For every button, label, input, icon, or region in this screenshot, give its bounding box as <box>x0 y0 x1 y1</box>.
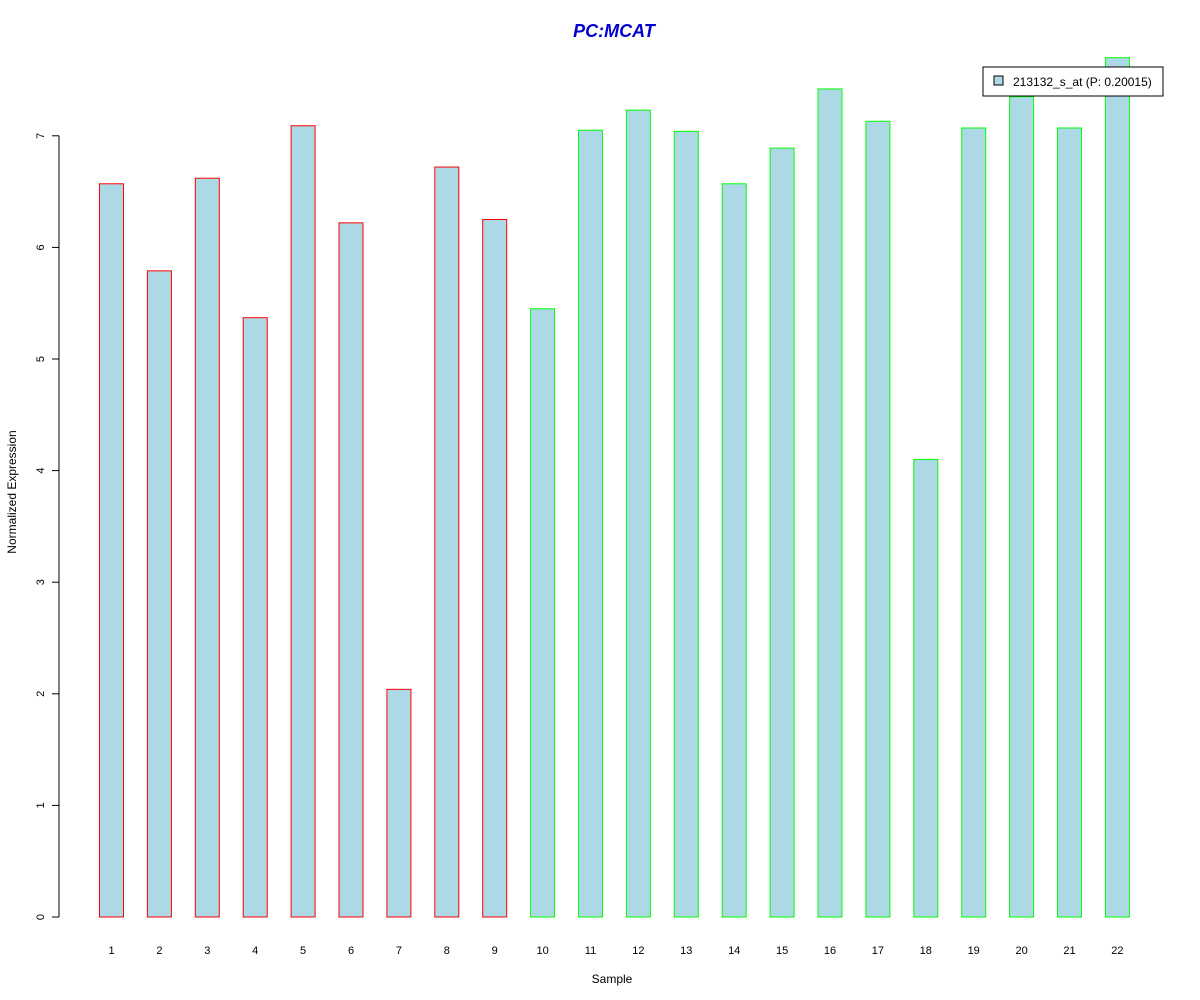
bar-sample-20 <box>1009 96 1035 918</box>
y-tick-label: 0 <box>35 914 47 920</box>
y-tick-label: 1 <box>35 802 47 808</box>
bar-sample-3 <box>194 177 220 918</box>
bar-sample-2 <box>146 270 172 918</box>
x-tick-label: 2 <box>156 945 162 957</box>
legend-box <box>982 66 1164 97</box>
y-tick-label: 6 <box>35 244 47 250</box>
legend-label: 213132_s_at (P: 0.20015) <box>1013 75 1152 89</box>
bar-sample-7 <box>386 688 412 918</box>
y-tick-label: 2 <box>35 691 47 697</box>
bar-sample-18 <box>913 458 939 918</box>
x-tick-label: 19 <box>968 945 980 957</box>
bar-sample-6 <box>338 222 364 918</box>
bar-sample-8 <box>434 166 460 918</box>
x-tick-label: 20 <box>1015 945 1027 957</box>
x-axis-label: Sample <box>592 972 633 986</box>
bar-sample-12 <box>625 109 651 918</box>
bar-sample-1 <box>99 183 124 918</box>
x-tick-label: 9 <box>492 945 498 957</box>
bar-sample-14 <box>721 183 747 918</box>
bar-sample-15 <box>769 147 795 918</box>
x-tick-label: 22 <box>1111 945 1123 957</box>
x-tick-label: 11 <box>585 945 596 957</box>
x-tick-label: 6 <box>348 945 354 957</box>
x-tick-label: 14 <box>728 945 740 957</box>
x-tick-label: 5 <box>300 945 306 957</box>
bar-sample-13 <box>673 130 699 918</box>
x-tick-label: 7 <box>396 945 402 957</box>
y-tick-label: 7 <box>35 133 47 139</box>
y-tick-label: 4 <box>35 468 47 474</box>
bar-sample-5 <box>290 125 316 918</box>
x-tick-label: 4 <box>252 945 258 957</box>
x-tick-label: 13 <box>680 945 692 957</box>
y-axis-label: Normalized Expression <box>5 430 19 553</box>
x-tick-label: 12 <box>632 945 644 957</box>
x-tick-label: 21 <box>1063 945 1075 957</box>
y-axis: 0 1 2 3 4 5 6 7 <box>35 133 60 920</box>
x-tick-label: 1 <box>108 945 114 957</box>
x-tick-label: 16 <box>824 945 836 957</box>
legend-swatch <box>993 75 1004 86</box>
x-tick-labels: 1 2 3 4 5 6 7 8 9 10 11 12 13 14 15 16 17 18 19 20 21 22 <box>108 945 1123 957</box>
bars <box>99 57 1130 918</box>
bar-sample-21 <box>1057 127 1082 918</box>
bar-sample-10 <box>530 308 556 918</box>
bar-sample-16 <box>817 88 843 918</box>
bar-sample-22 <box>1104 57 1130 918</box>
bar-sample-4 <box>242 317 268 918</box>
bar-sample-9 <box>482 219 508 918</box>
x-tick-label: 3 <box>204 945 210 957</box>
x-tick-label: 8 <box>444 945 450 957</box>
bar-sample-11 <box>578 129 603 918</box>
x-tick-label: 17 <box>872 945 884 957</box>
chart-title: PC:MCAT <box>573 21 657 41</box>
x-tick-label: 18 <box>920 945 932 957</box>
x-tick-label: 15 <box>776 945 788 957</box>
y-tick-label: 3 <box>35 579 47 585</box>
legend: 213132_s_at (P: 0.20015) <box>982 66 1164 97</box>
y-tick-label: 5 <box>35 356 47 362</box>
bar-sample-17 <box>865 120 891 918</box>
x-tick-label: 10 <box>536 945 548 957</box>
bar-sample-19 <box>961 127 987 918</box>
